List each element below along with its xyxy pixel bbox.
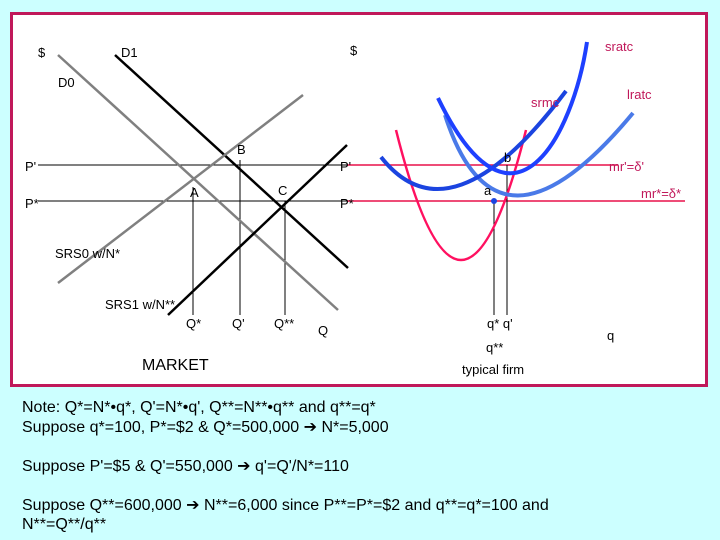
market-p-star-label: P* xyxy=(25,196,39,211)
note-line-2: Suppose q*=100, P*=$2 & Q*=500,000 ➔ N*=… xyxy=(22,417,712,437)
market-point-b-label: B xyxy=(237,142,246,157)
market-q-double-star-label: Q** xyxy=(274,316,294,331)
market-q-star-label: Q* xyxy=(186,316,201,331)
srmc-curve xyxy=(379,89,568,191)
arrow-right-icon: ➔ xyxy=(186,495,200,514)
firm-p-star-label: P* xyxy=(340,196,354,211)
firm-q-star-prime-label: q* q' xyxy=(487,316,513,331)
demand-d0-curve xyxy=(57,94,304,284)
market-point-a-label: A xyxy=(190,185,199,200)
supply-srs1-label: SRS1 w/N** xyxy=(105,297,175,312)
market-title: MARKET xyxy=(142,357,209,374)
firm-point-a-dot xyxy=(491,198,497,204)
mr-prime-label: mr'=δ' xyxy=(609,159,644,174)
note-line-5-text: N**=Q**/q** xyxy=(22,516,107,533)
note-line-1-text: Note: Q*=N*•q*, Q'=N*•q', Q**=N**•q** an… xyxy=(22,399,376,416)
sratc-curve xyxy=(436,41,589,176)
arrow-right-icon: ➔ xyxy=(303,417,317,436)
note-line-3-text: Suppose P'=$5 & Q'=550,000 xyxy=(22,458,233,475)
supply-srs1-curve xyxy=(114,54,349,269)
firm-y-axis-label: $ xyxy=(350,43,358,58)
srmc-label: srmc xyxy=(531,95,560,110)
market-point-c-label: C xyxy=(278,183,287,198)
market-q-prime-label: Q' xyxy=(232,316,245,331)
note-line-3: Suppose P'=$5 & Q'=550,000 ➔ q'=Q'/N*=11… xyxy=(22,456,712,476)
firm-p-prime-label: P' xyxy=(340,159,351,174)
supply-srs0-curve xyxy=(57,54,339,311)
note-line-2-result: N*=5,000 xyxy=(321,419,389,436)
sratc-label: sratc xyxy=(605,39,634,54)
firm-point-a-label: a xyxy=(484,183,492,198)
lratc-label: lratc xyxy=(627,87,652,102)
mr-star-label: mr*=δ* xyxy=(641,186,681,201)
note-line-4-result: N**=6,000 since P**=P*=$2 and q**=q*=100… xyxy=(204,497,549,514)
demand-d1-label: D1 xyxy=(121,45,138,60)
firm-q-double-star-label: q** xyxy=(486,340,503,355)
market-q-axis-label: Q xyxy=(318,323,328,338)
diagram-frame: $ D1 D0 B P' A C P* SRS0 w/N* SRS1 w/N**… xyxy=(10,12,708,387)
demand-d1-curve xyxy=(167,144,348,316)
economics-diagram: $ D1 D0 B P' A C P* SRS0 w/N* SRS1 w/N**… xyxy=(25,39,685,377)
market-y-axis-label: $ xyxy=(38,45,46,60)
note-line-3-result: q'=Q'/N*=110 xyxy=(255,458,349,475)
note-line-4-text: Suppose Q**=600,000 xyxy=(22,497,182,514)
firm-q-axis-label: q xyxy=(607,328,614,343)
note-line-4: Suppose Q**=600,000 ➔ N**=6,000 since P*… xyxy=(22,495,712,515)
supply-srs0-label: SRS0 w/N* xyxy=(55,246,120,261)
arrow-right-icon: ➔ xyxy=(237,456,251,475)
notes-block: Note: Q*=N*•q*, Q'=N*•q', Q**=N**•q** an… xyxy=(22,398,712,534)
lratc-curve xyxy=(443,111,635,198)
note-line-5: N**=Q**/q** xyxy=(22,515,712,534)
note-line-1: Note: Q*=N*•q*, Q'=N*•q', Q**=N**•q** an… xyxy=(22,398,712,417)
market-p-prime-label: P' xyxy=(25,159,36,174)
short-run-cost-curve xyxy=(394,129,528,261)
firm-title: typical firm xyxy=(462,362,524,377)
firm-point-b-label: b xyxy=(504,150,511,165)
demand-d0-label: D0 xyxy=(58,75,75,90)
note-line-2-text: Suppose q*=100, P*=$2 & Q*=500,000 xyxy=(22,419,300,436)
